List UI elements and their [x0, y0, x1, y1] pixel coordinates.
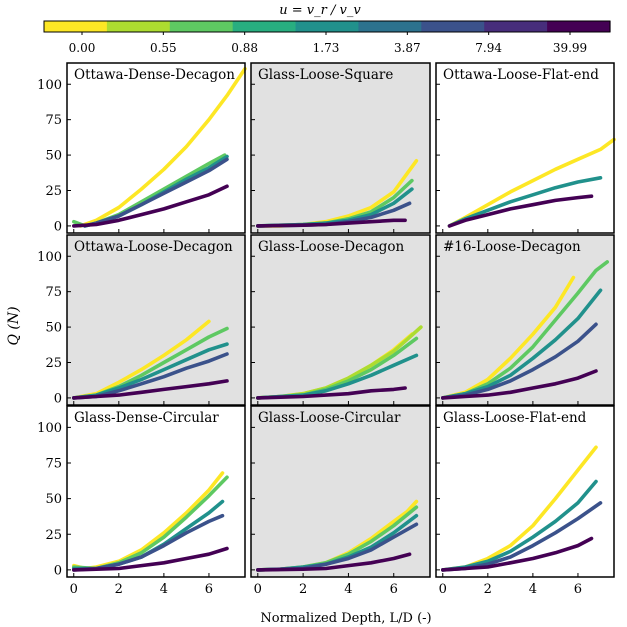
- panel-title: Glass-Loose-Decagon: [258, 239, 404, 255]
- colorbar-segment: [106, 21, 171, 32]
- series-line: [255, 552, 412, 572]
- panel: Ottawa-Loose-Flat-end: [435, 62, 616, 234]
- y-tick-label: 50: [45, 492, 62, 507]
- series-line: [72, 379, 229, 400]
- panel: Glass-Loose-Square: [250, 62, 431, 234]
- panel-frame: [66, 62, 246, 234]
- y-tick-label: 0: [54, 219, 62, 234]
- panel-title: Ottawa-Dense-Decagon: [74, 67, 235, 83]
- colorbar-frame: [43, 20, 611, 33]
- x-tick-label: 0: [254, 582, 262, 597]
- y-tick-label: 0: [54, 391, 62, 406]
- x-axis-label: Normalized Depth, L/D (-): [260, 611, 431, 626]
- series-line: [83, 157, 229, 228]
- panel: Ottawa-Dense-Decagon 0 25 50 75 100: [37, 62, 247, 234]
- y-tick-label: 100: [37, 78, 62, 93]
- panel-background: [251, 63, 430, 233]
- panel-title: Ottawa-Loose-Flat-end: [443, 67, 599, 83]
- panel-title: Glass-Dense-Circular: [74, 410, 219, 426]
- panel-frame: [250, 405, 431, 578]
- colorbar-segment: [295, 21, 360, 32]
- panel-frame: [435, 234, 615, 406]
- panel-background: [67, 235, 245, 405]
- x-tick-label: 0: [70, 582, 78, 597]
- colorbar-tick-label: 1.73: [313, 41, 340, 55]
- series-line: [440, 322, 598, 400]
- panel-frame: [250, 234, 431, 406]
- colorbar-segment: [421, 21, 485, 32]
- colorbar-gradient: [43, 20, 611, 33]
- colorbar-tick-label: 0.55: [150, 41, 177, 55]
- panel-background: [67, 63, 245, 233]
- colorbar-ticks: 0.00 0.55 0.88 1.73 3.87 7.94 39.99: [69, 32, 587, 55]
- x-tick-label: 4: [344, 582, 352, 597]
- x-tick-label: 2: [484, 582, 492, 597]
- y-tick-label: 50: [45, 321, 62, 336]
- series-line: [447, 194, 594, 228]
- panel: Glass-Loose-Decagon: [250, 234, 431, 406]
- series-line: [72, 546, 229, 572]
- panel-title: #16-Loose-Decagon: [443, 239, 581, 255]
- colorbar-segment: [169, 21, 234, 32]
- panel-frame: [66, 405, 246, 578]
- series-line: [440, 536, 594, 572]
- x-tick-label: 4: [160, 582, 168, 597]
- series-line: [72, 184, 229, 228]
- colorbar-tick-label: 39.99: [553, 41, 587, 55]
- series-line: [78, 66, 247, 228]
- colorbar-segment: [484, 21, 548, 32]
- series-line: [255, 386, 407, 400]
- y-tick-label: 0: [54, 563, 62, 578]
- series-line: [255, 218, 407, 228]
- panel-title: Ottawa-Loose-Decagon: [74, 239, 233, 255]
- panel: #16-Loose-Decagon: [435, 234, 615, 406]
- x-tick-label: 6: [205, 582, 213, 597]
- colorbar-segment: [358, 21, 422, 32]
- series-line: [447, 137, 616, 228]
- colorbar-tick-label: 7.94: [475, 41, 502, 55]
- panel-frame: [435, 405, 615, 578]
- panel-title: Glass-Loose-Circular: [258, 410, 401, 426]
- y-tick-label: 75: [45, 457, 62, 472]
- panel-frame: [435, 62, 615, 234]
- colorbar-label: u = v_r / v_v: [279, 3, 361, 18]
- panel: Glass-Dense-Circular 0 2 4 6 0 25 50 75 100: [37, 405, 246, 597]
- y-tick-label: 75: [45, 113, 62, 128]
- x-tick-label: 4: [529, 582, 537, 597]
- y-tick-label: 25: [45, 184, 62, 199]
- colorbar-segment: [44, 21, 108, 32]
- colorbar-segment: [547, 21, 611, 32]
- colorbar-tick-label: 0.88: [231, 41, 258, 55]
- x-tick-label: 6: [390, 582, 398, 597]
- y-tick-label: 75: [45, 285, 62, 300]
- y-tick-label: 50: [45, 149, 62, 164]
- x-tick-label: 2: [115, 582, 123, 597]
- y-tick-label: 100: [37, 421, 62, 436]
- panel-grid: Ottawa-Dense-Decagon 0 25 50 75 100 Glass-Loos…: [37, 62, 616, 597]
- y-tick-label: 100: [37, 250, 62, 265]
- y-tick-label: 25: [45, 356, 62, 371]
- x-tick-label: 0: [439, 582, 447, 597]
- panel-background: [251, 235, 430, 405]
- panel-frame: [66, 234, 246, 406]
- panel: Glass-Loose-Flat-end 0 2 4 6: [435, 405, 615, 597]
- colorbar-tick-label: 3.87: [394, 41, 421, 55]
- x-tick-label: 6: [574, 582, 582, 597]
- x-tick-label: 2: [299, 582, 307, 597]
- y-axis-label: Q (N): [6, 306, 22, 345]
- colorbar-tick-label: 0.00: [69, 41, 96, 55]
- colorbar: u = v_r / v_v 0.00 0.55 0.88 1.73 3.87 7.94 39…: [43, 3, 611, 55]
- panel-frame: [250, 62, 431, 234]
- panel-background: [436, 235, 614, 405]
- y-tick-label: 25: [45, 528, 62, 543]
- panel: Glass-Loose-Circular 0 2 4 6: [250, 405, 431, 597]
- series-line: [447, 176, 603, 228]
- panel-title: Glass-Loose-Flat-end: [443, 410, 587, 426]
- panel-title: Glass-Loose-Square: [258, 67, 393, 83]
- panel: Ottawa-Loose-Decagon 0 25 50 75 100: [37, 234, 246, 406]
- panel-background: [251, 406, 430, 577]
- colorbar-segment: [232, 21, 297, 32]
- series-line: [440, 369, 598, 400]
